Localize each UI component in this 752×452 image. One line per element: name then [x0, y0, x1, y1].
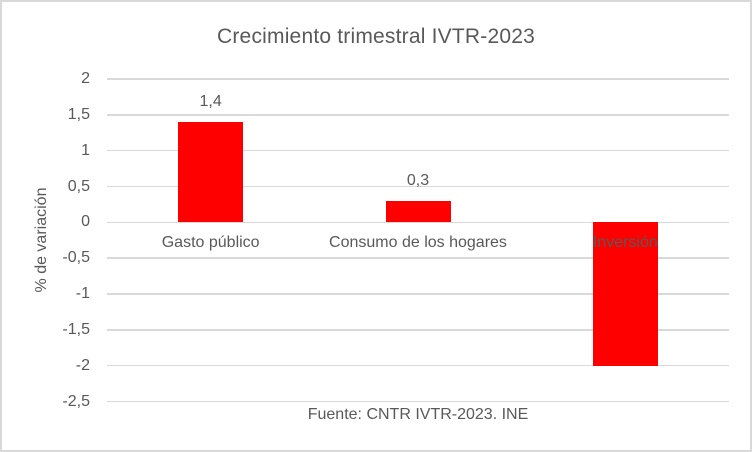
gridline [107, 221, 729, 224]
bar-3 [592, 222, 658, 366]
source-note: Fuente: CNTR IVTR-2023. INE [307, 406, 529, 423]
category-label-3: Inversión [592, 234, 658, 252]
y-tick-label: -0,5 [62, 249, 90, 267]
gridline [107, 149, 729, 152]
gridline [107, 185, 729, 188]
y-tick-label: -2 [75, 356, 90, 374]
chart-title: Crecimiento trimestral IVTR-2023 [217, 25, 535, 48]
y-tick-label: -2,5 [62, 392, 90, 410]
gridline [107, 78, 729, 80]
y-tick-label: 1 [81, 141, 90, 159]
y-tick-label: -1,5 [62, 320, 90, 338]
y-tick-label: 0,5 [67, 177, 90, 195]
gridline [107, 293, 729, 295]
gridline [107, 114, 729, 116]
y-axis-title: % de variación [33, 187, 50, 293]
gridline [107, 364, 729, 367]
gridline [107, 257, 729, 259]
bar-2 [385, 200, 451, 223]
y-tick-label: -1 [75, 285, 90, 302]
y-tick-label: 0 [81, 213, 90, 231]
data-label-2: 0,3 [406, 171, 430, 189]
category-label-1: Gasto público [161, 234, 260, 252]
bar-1 [178, 122, 244, 223]
gridline [107, 400, 729, 403]
y-tick-label: 1,5 [67, 105, 90, 123]
y-tick-label: 2 [81, 70, 90, 87]
data-label-1: 1,4 [199, 93, 222, 110]
gridline [107, 329, 729, 331]
category-label-2: Consumo de los hogares [329, 234, 507, 252]
